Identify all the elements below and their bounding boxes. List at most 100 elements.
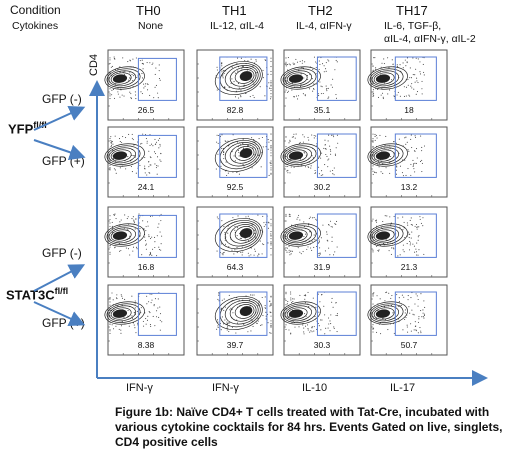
- event-dot: [262, 77, 265, 79]
- event-dot: [243, 323, 245, 325]
- event-dot: [251, 320, 253, 322]
- event-dot: [310, 165, 312, 167]
- event-dot: [270, 323, 272, 325]
- event-dot: [380, 244, 382, 246]
- event-dot: [122, 135, 124, 138]
- event-dot: [123, 95, 125, 97]
- event-dot: [226, 174, 228, 177]
- event-dot: [336, 313, 338, 315]
- event-dot: [289, 64, 291, 66]
- event-dot: [262, 69, 264, 71]
- event-dot: [109, 93, 111, 95]
- event-dot: [291, 250, 294, 252]
- event-dot: [109, 251, 111, 253]
- event-dot: [160, 213, 162, 215]
- event-dot: [336, 134, 338, 136]
- event-dot: [132, 58, 134, 60]
- event-dot: [382, 97, 384, 100]
- event-dot: [307, 166, 309, 168]
- gate-percentage: 30.3: [314, 340, 331, 350]
- event-dot: [323, 71, 325, 73]
- event-dot: [221, 75, 223, 77]
- event-dot: [109, 168, 111, 170]
- event-dot: [268, 82, 270, 84]
- event-dot: [110, 140, 112, 142]
- event-dot: [118, 138, 121, 140]
- event-dot: [150, 302, 152, 304]
- event-dot: [157, 139, 159, 141]
- event-dot: [395, 173, 398, 175]
- event-dot: [285, 57, 287, 59]
- event-dot: [151, 254, 153, 256]
- event-dot: [153, 151, 156, 153]
- contour-line: [375, 309, 391, 318]
- event-dot: [333, 167, 335, 169]
- event-dot: [221, 299, 223, 301]
- event-dot: [331, 301, 333, 303]
- contour-line: [234, 226, 255, 241]
- event-dot: [382, 96, 384, 98]
- event-dot: [405, 65, 407, 67]
- event-dot: [290, 297, 292, 299]
- event-dot: [399, 304, 401, 307]
- event-dot: [336, 220, 338, 223]
- event-dot: [227, 172, 229, 174]
- event-dot: [119, 250, 121, 252]
- gate-box: [219, 133, 268, 178]
- event-dot: [151, 299, 153, 301]
- event-dot: [397, 217, 399, 219]
- event-dot: [330, 314, 332, 316]
- event-dot: [261, 253, 263, 255]
- event-dot: [131, 137, 133, 139]
- event-dot: [233, 155, 235, 157]
- event-dot: [267, 322, 269, 324]
- event-dot: [134, 307, 136, 309]
- event-dot: [117, 91, 119, 93]
- event-dot: [270, 315, 272, 317]
- event-dot: [303, 221, 305, 223]
- event-dot: [152, 248, 154, 250]
- event-dot: [156, 235, 158, 237]
- event-dot: [410, 163, 412, 165]
- event-dot: [413, 168, 415, 170]
- event-dot: [417, 58, 419, 60]
- event-dot: [109, 164, 111, 166]
- event-dot: [414, 74, 416, 76]
- event-dot: [224, 243, 227, 245]
- event-dot: [148, 311, 150, 313]
- event-dot: [141, 62, 143, 65]
- event-dot: [109, 138, 111, 140]
- event-dot: [295, 58, 297, 60]
- contour-line: [234, 304, 255, 319]
- event-dot: [380, 171, 382, 173]
- event-dot: [407, 168, 409, 170]
- event-dot: [332, 134, 334, 136]
- event-dot: [144, 165, 146, 167]
- event-dot: [270, 152, 272, 154]
- event-dot: [372, 328, 374, 330]
- event-dot: [158, 78, 161, 80]
- event-dot: [159, 79, 161, 81]
- event-dot: [315, 172, 317, 174]
- event-dot: [324, 164, 326, 166]
- event-dot: [415, 330, 417, 332]
- event-dot: [390, 253, 392, 255]
- event-dot: [422, 312, 424, 314]
- event-dot: [227, 326, 229, 328]
- event-dot: [335, 93, 337, 96]
- event-dot: [131, 315, 133, 317]
- event-dot: [329, 220, 332, 222]
- event-dot: [423, 253, 425, 255]
- event-dot: [120, 329, 122, 331]
- contour-line: [288, 309, 304, 318]
- event-dot: [264, 305, 266, 307]
- event-dot: [159, 329, 161, 331]
- event-dot: [379, 134, 381, 136]
- event-dot: [223, 151, 225, 154]
- event-dot: [421, 146, 423, 149]
- contour-line: [286, 229, 308, 242]
- event-dot: [111, 221, 113, 223]
- event-dot: [148, 254, 151, 256]
- event-dot: [423, 74, 425, 76]
- event-dot: [407, 331, 409, 333]
